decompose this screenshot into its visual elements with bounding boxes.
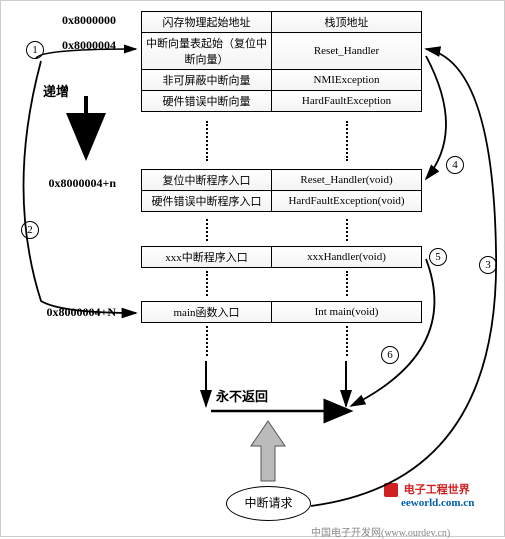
table-vector-top: 闪存物理起始地址栈顶地址 中断向量表起始（复位中断向量）Reset_Handle… bbox=[141, 11, 422, 112]
cell: Int main(void) bbox=[272, 302, 422, 323]
circle-4: 4 bbox=[446, 156, 464, 174]
cell: NMIException bbox=[272, 70, 422, 91]
cell: 中断向量表起始（复位中断向量） bbox=[142, 33, 272, 70]
addr-0: 0x8000000 bbox=[41, 13, 116, 28]
cell: Reset_Handler(void) bbox=[272, 170, 422, 191]
addr-1: 0x8000004 bbox=[41, 38, 116, 53]
dots bbox=[206, 219, 208, 241]
cell: xxx中断程序入口 bbox=[142, 247, 272, 268]
dots bbox=[346, 219, 348, 241]
circle-3: 3 bbox=[479, 256, 497, 274]
table-main: main函数入口Int main(void) bbox=[141, 301, 422, 323]
dots bbox=[206, 326, 208, 356]
cell: HardFaultException bbox=[272, 91, 422, 112]
watermark-eeworld: 电子工程世界 eeworld.com.cn bbox=[384, 481, 474, 509]
cell: 硬件错误中断程序入口 bbox=[142, 191, 272, 212]
addr-n: 0x8000004+n bbox=[21, 176, 116, 191]
label-increment: 递增 bbox=[43, 81, 69, 100]
table-xxx-handler: xxx中断程序入口xxxHandler(void) bbox=[141, 246, 422, 268]
dots bbox=[346, 326, 348, 356]
cell: main函数入口 bbox=[142, 302, 272, 323]
circle-5: 5 bbox=[429, 248, 447, 266]
cell: 非可屏蔽中断向量 bbox=[142, 70, 272, 91]
cell: HardFaultException(void) bbox=[272, 191, 422, 212]
label-no-return: 永不返回 bbox=[216, 386, 268, 405]
cell: 栈顶地址 bbox=[272, 12, 422, 33]
addr-N: 0x8000004+N bbox=[21, 305, 116, 320]
circle-1: 1 bbox=[26, 41, 44, 59]
cell: 闪存物理起始地址 bbox=[142, 12, 272, 33]
cell: xxxHandler(void) bbox=[272, 247, 422, 268]
ellipse-irq: 中断请求 bbox=[226, 486, 311, 521]
cell: 硬件错误中断向量 bbox=[142, 91, 272, 112]
table-handlers: 复位中断程序入口Reset_Handler(void) 硬件错误中断程序入口Ha… bbox=[141, 169, 422, 212]
dots bbox=[206, 121, 208, 161]
cell: 复位中断程序入口 bbox=[142, 170, 272, 191]
dots bbox=[346, 271, 348, 296]
dots bbox=[346, 121, 348, 161]
circle-2: 2 bbox=[21, 221, 39, 239]
cell: Reset_Handler bbox=[272, 33, 422, 70]
circle-6: 6 bbox=[381, 346, 399, 364]
dots bbox=[206, 271, 208, 296]
